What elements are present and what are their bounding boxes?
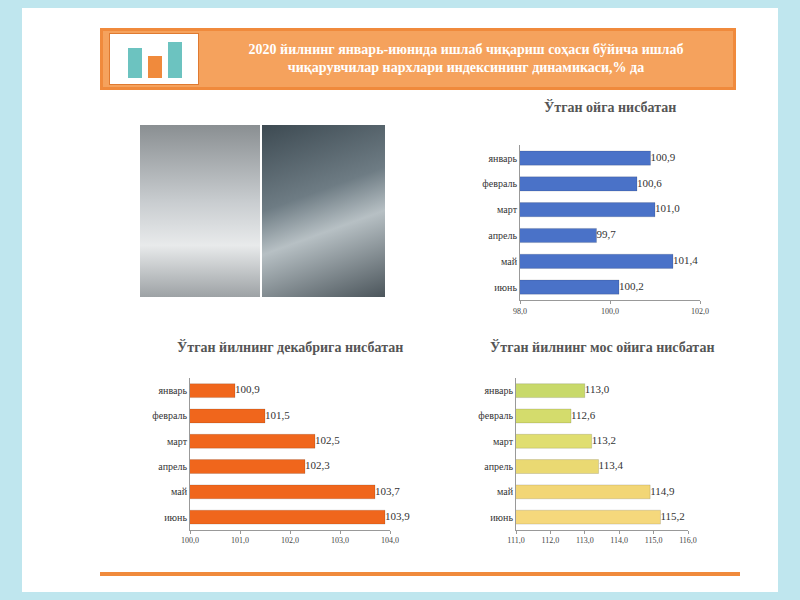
svg-text:112,0: 112,0 bbox=[542, 536, 560, 545]
svg-text:113,0: 113,0 bbox=[585, 383, 610, 395]
svg-text:март: март bbox=[497, 204, 518, 215]
svg-text:102,3: 102,3 bbox=[305, 459, 330, 471]
svg-text:100,0: 100,0 bbox=[601, 307, 619, 316]
svg-text:103,9: 103,9 bbox=[385, 510, 410, 522]
svg-text:102,5: 102,5 bbox=[315, 434, 340, 446]
svg-text:98,0: 98,0 bbox=[513, 307, 527, 316]
svg-text:апрель: апрель bbox=[484, 461, 513, 472]
svg-text:104,0: 104,0 bbox=[381, 536, 399, 545]
svg-text:100,9: 100,9 bbox=[235, 383, 260, 395]
svg-text:103,7: 103,7 bbox=[375, 485, 400, 497]
svg-text:111,0: 111,0 bbox=[507, 536, 524, 545]
html-text:2020 йилнинг январь-июнида ишл: 2020 йилнинг январь-июнида ишлаб чиқариш… bbox=[248, 42, 684, 75]
svg-text:103,0: 103,0 bbox=[331, 536, 349, 545]
svg-text:март: март bbox=[167, 436, 188, 447]
svg-text:Ўтган йилнинг декабрига нисбат: Ўтган йилнинг декабрига нисбатан bbox=[177, 339, 403, 355]
svg-text:116,0: 116,0 bbox=[679, 536, 697, 545]
svg-text:101,0: 101,0 bbox=[231, 536, 249, 545]
svg-text:май: май bbox=[171, 486, 188, 497]
svg-text:март: март bbox=[493, 436, 514, 447]
svg-text:100,9: 100,9 bbox=[651, 151, 676, 163]
svg-text:май: май bbox=[497, 486, 514, 497]
svg-text:115,0: 115,0 bbox=[645, 536, 663, 545]
svg-text:115,2: 115,2 bbox=[660, 510, 684, 522]
svg-text:февраль: февраль bbox=[152, 410, 187, 421]
svg-text:апрель: апрель bbox=[488, 230, 517, 241]
svg-text:февраль: февраль bbox=[478, 410, 513, 421]
svg-text:январь: январь bbox=[484, 385, 513, 396]
svg-text:101,4: 101,4 bbox=[673, 254, 698, 266]
svg-text:114,9: 114,9 bbox=[650, 485, 675, 497]
svg-text:февраль: февраль bbox=[482, 178, 517, 189]
svg-text:100,2: 100,2 bbox=[619, 280, 644, 292]
svg-text:май: май bbox=[501, 256, 518, 267]
svg-text:102,0: 102,0 bbox=[281, 536, 299, 545]
svg-text:102,0: 102,0 bbox=[691, 307, 709, 316]
svg-text:100,6: 100,6 bbox=[637, 177, 662, 189]
svg-text:Ўтган йилнинг мос ойига нисбат: Ўтган йилнинг мос ойига нисбатан bbox=[490, 339, 714, 355]
svg-text:январь: январь bbox=[488, 153, 517, 164]
svg-text:114,0: 114,0 bbox=[610, 536, 628, 545]
svg-text:100,0: 100,0 bbox=[181, 536, 199, 545]
svg-text:январь: январь bbox=[158, 385, 187, 396]
svg-text:апрель: апрель bbox=[158, 461, 187, 472]
svg-text:Ўтган ойга нисбатан: Ўтган ойга нисбатан bbox=[544, 99, 676, 115]
svg-text:июнь: июнь bbox=[494, 282, 517, 293]
svg-text:июнь: июнь bbox=[490, 512, 513, 523]
svg-text:113,4: 113,4 bbox=[599, 459, 624, 471]
svg-text:июнь: июнь bbox=[164, 512, 187, 523]
svg-text:99,7: 99,7 bbox=[597, 228, 617, 240]
svg-text:101,5: 101,5 bbox=[265, 409, 290, 421]
svg-text:113,0: 113,0 bbox=[576, 536, 594, 545]
svg-text:101,0: 101,0 bbox=[655, 202, 680, 214]
svg-text:113,2: 113,2 bbox=[592, 434, 616, 446]
svg-text:112,6: 112,6 bbox=[571, 409, 596, 421]
